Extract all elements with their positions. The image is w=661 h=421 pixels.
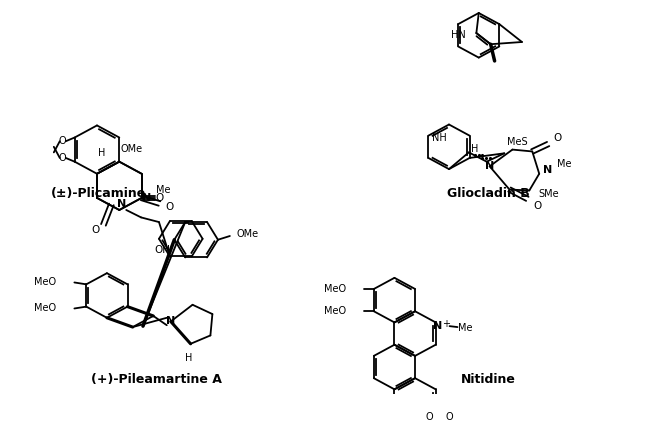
Text: O: O (446, 412, 453, 421)
Text: O: O (59, 136, 67, 146)
Text: N: N (485, 161, 494, 171)
Text: NH: NH (432, 133, 446, 143)
Text: H: H (471, 144, 479, 154)
Text: Nitidine: Nitidine (461, 373, 516, 386)
Text: O: O (59, 153, 67, 163)
Text: N: N (166, 317, 175, 327)
Text: O: O (91, 225, 100, 235)
Text: MeO: MeO (324, 284, 346, 294)
Text: O: O (533, 201, 541, 211)
Text: HN: HN (451, 30, 466, 40)
Text: O: O (155, 193, 164, 203)
Text: OH: OH (154, 245, 170, 255)
Text: Me: Me (557, 160, 571, 170)
Text: (±)-Plicamine: (±)-Plicamine (52, 187, 147, 200)
Text: N: N (543, 165, 552, 175)
Text: MeO: MeO (34, 304, 57, 314)
Text: Me: Me (458, 323, 473, 333)
Text: N: N (433, 321, 442, 331)
Text: O: O (553, 133, 561, 144)
Text: Gliocladin B: Gliocladin B (447, 187, 530, 200)
Text: MeS: MeS (507, 137, 527, 147)
Text: OMe: OMe (237, 229, 258, 239)
Text: MeO: MeO (324, 306, 346, 316)
Text: MeO: MeO (34, 277, 57, 288)
Text: Me: Me (156, 186, 171, 195)
Text: (+)-Pileamartine A: (+)-Pileamartine A (91, 373, 222, 386)
Text: N: N (142, 193, 151, 203)
Text: O: O (165, 202, 174, 212)
Text: H: H (185, 353, 192, 363)
Text: O: O (425, 412, 433, 421)
Text: N: N (116, 200, 126, 209)
Text: H: H (98, 148, 105, 158)
Text: SMe: SMe (539, 189, 559, 199)
Text: +: + (442, 319, 449, 329)
Text: OMe: OMe (120, 144, 142, 154)
